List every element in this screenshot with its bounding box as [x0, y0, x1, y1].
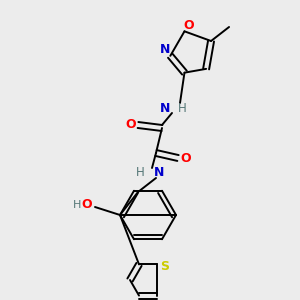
Text: H: H: [73, 200, 81, 210]
Text: O: O: [126, 118, 136, 131]
Text: S: S: [160, 260, 169, 273]
Text: H: H: [178, 103, 187, 116]
Text: N: N: [160, 43, 170, 56]
Text: N: N: [154, 167, 164, 179]
Text: O: O: [181, 152, 191, 164]
Text: O: O: [82, 199, 92, 212]
Text: H: H: [136, 167, 145, 179]
Text: O: O: [183, 19, 194, 32]
Text: N: N: [160, 101, 170, 115]
